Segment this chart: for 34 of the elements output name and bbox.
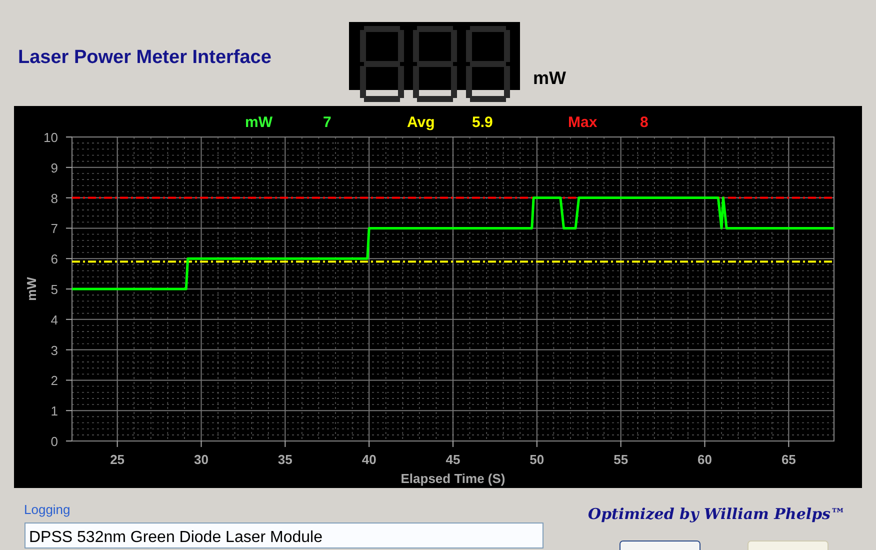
- text: 5.9: [472, 114, 493, 131]
- text: Logging: [24, 502, 70, 517]
- text: 7: [323, 114, 332, 131]
- x-tick-label: 25: [110, 452, 125, 467]
- x-tick-label: 55: [614, 452, 628, 467]
- line-series: [70, 196, 836, 290]
- text: mW: [245, 114, 274, 131]
- x-tick-label: 50: [530, 452, 544, 467]
- text: Max: [568, 114, 598, 131]
- x-tick-label: 30: [194, 452, 208, 467]
- chart-title: Laser Power Meter Interface: [18, 47, 272, 68]
- text: Optimized by William Phelps™: [588, 505, 846, 523]
- y-tick-label: 9: [50, 160, 58, 176]
- y-tick-label: 0: [50, 434, 58, 449]
- y-tick-label: 5: [50, 282, 58, 297]
- x-tick-label: 40: [362, 452, 376, 467]
- y-tick-label: 2: [50, 373, 58, 388]
- x-tick-label: 35: [278, 452, 292, 467]
- y-tick-label: 1: [50, 404, 58, 419]
- text: mW: [533, 68, 566, 88]
- y-tick-label: 3: [50, 342, 58, 358]
- y-tick-label: 10: [44, 130, 58, 145]
- y-tick-label: 6: [50, 252, 58, 267]
- x-tick-label: 60: [698, 452, 712, 467]
- text: 8: [640, 114, 648, 131]
- text: DPSS 532nm Green Diode Laser Module: [29, 529, 323, 546]
- y-tick-label: 7: [50, 221, 58, 236]
- y-tick-label: 8: [50, 190, 58, 206]
- y-axis-title: mW: [24, 276, 39, 301]
- x-tick-label: 45: [446, 452, 460, 467]
- x-tick-label: 65: [781, 452, 796, 467]
- x-axis-title: Elapsed Time (S): [400, 471, 506, 486]
- y-tick-label: 4: [50, 312, 58, 328]
- text: Avg: [407, 114, 435, 131]
